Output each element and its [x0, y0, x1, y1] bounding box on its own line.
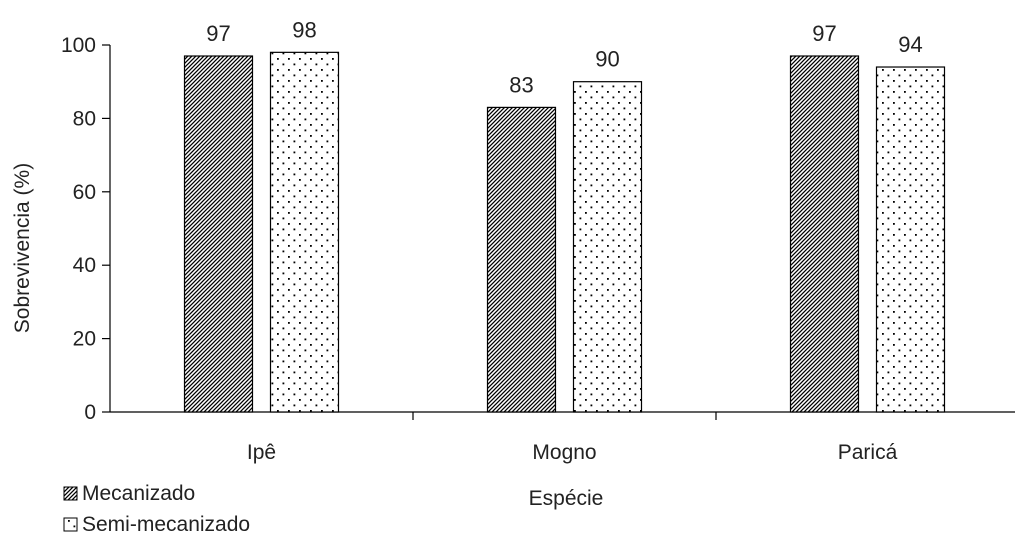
legend: Mecanizado Semi-mecanizado: [63, 482, 250, 536]
data-label-mecanizado: 83: [509, 72, 533, 97]
y-tick-label: 60: [73, 181, 96, 204]
y-ticks: 0 20 40 60 80 100: [61, 34, 110, 424]
bar-semi-mecanizado: [269, 51, 340, 413]
axes: [109, 45, 1015, 413]
legend-label-mecanizado: Mecanizado: [82, 482, 195, 505]
data-label-mecanizado: 97: [206, 21, 230, 46]
data-label-semi-mecanizado: 94: [898, 32, 922, 57]
data-label-semi-mecanizado: 98: [292, 17, 316, 42]
y-tick-label: 20: [73, 328, 96, 351]
bars: [183, 51, 946, 413]
y-tick-label: 100: [61, 34, 96, 57]
legend-swatch-mecanizado: [63, 486, 78, 501]
x-axis-title: Espécie: [529, 487, 604, 510]
y-tick-label: 0: [84, 401, 96, 424]
x-tick-label: Ipê: [247, 441, 276, 464]
y-axis-title: Sobrevivencia (%): [11, 163, 34, 333]
x-tick-label: Mogno: [532, 441, 596, 464]
data-label-semi-mecanizado: 90: [595, 47, 619, 72]
bar-mecanizado: [183, 55, 254, 413]
bar-mecanizado: [789, 55, 860, 413]
data-label-mecanizado: 97: [812, 21, 836, 46]
bar-mecanizado: [486, 106, 557, 413]
y-tick-label: 80: [73, 107, 96, 130]
legend-swatch-semi-mecanizado: [63, 517, 78, 532]
bar-semi-mecanizado: [875, 66, 946, 413]
bar-semi-mecanizado: [572, 81, 643, 413]
legend-label-semi-mecanizado: Semi-mecanizado: [82, 513, 250, 536]
data-labels: 97 98 83 90 97 94: [206, 17, 922, 97]
x-ticks: Ipê Mogno Paricá: [247, 412, 898, 464]
y-tick-label: 40: [73, 254, 96, 277]
legend-item-semi-mecanizado: Semi-mecanizado: [63, 513, 250, 536]
legend-item-mecanizado: Mecanizado: [63, 482, 195, 505]
x-tick-label: Paricá: [838, 441, 898, 464]
